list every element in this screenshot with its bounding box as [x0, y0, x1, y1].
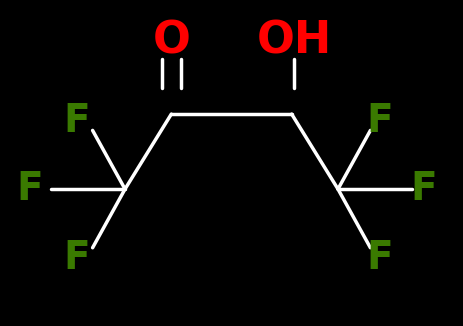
- Text: F: F: [63, 239, 90, 276]
- Text: F: F: [410, 170, 437, 208]
- Text: F: F: [366, 239, 393, 276]
- Text: F: F: [17, 170, 44, 208]
- Text: F: F: [63, 102, 90, 140]
- Text: F: F: [366, 102, 393, 140]
- Text: O: O: [152, 19, 190, 62]
- Text: OH: OH: [257, 19, 332, 62]
